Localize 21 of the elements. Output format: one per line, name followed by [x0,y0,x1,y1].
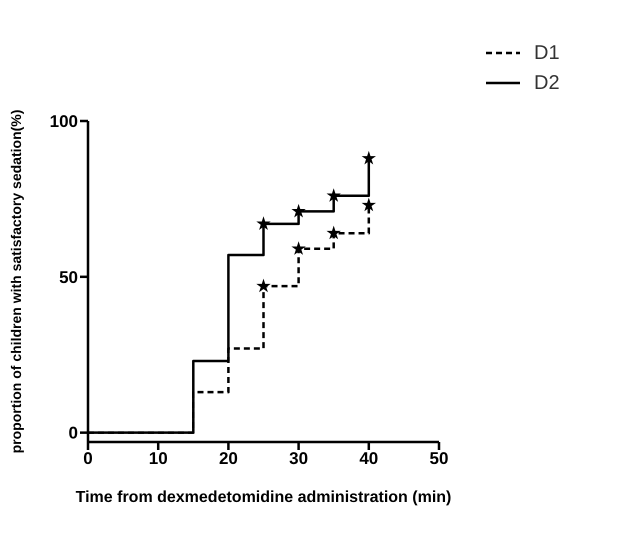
legend-label: D1 [534,42,560,64]
point [256,216,271,230]
x-tick-label: 50 [430,449,448,468]
x-tick-label: 0 [83,449,93,468]
x-tick-label: 10 [148,449,168,468]
x-tick-label: 40 [359,449,378,468]
y-tick-label: 50 [59,268,78,287]
x-axis-title: Time from dexmedetomidine administration (min) [76,489,452,506]
y-tick-label: 0 [68,424,78,443]
point [362,198,376,212]
point [291,241,306,255]
y-axis-title: proportion of children with satisfactory sedation(%) [8,110,24,454]
point [291,204,306,218]
y-tick-label: 100 [50,112,78,132]
point [326,226,341,240]
point [256,278,271,292]
point [362,150,376,165]
x-tick-label: 20 [218,449,238,468]
legend-label: D2 [534,72,560,94]
point [326,188,341,202]
x-tick-label: 30 [289,449,308,468]
